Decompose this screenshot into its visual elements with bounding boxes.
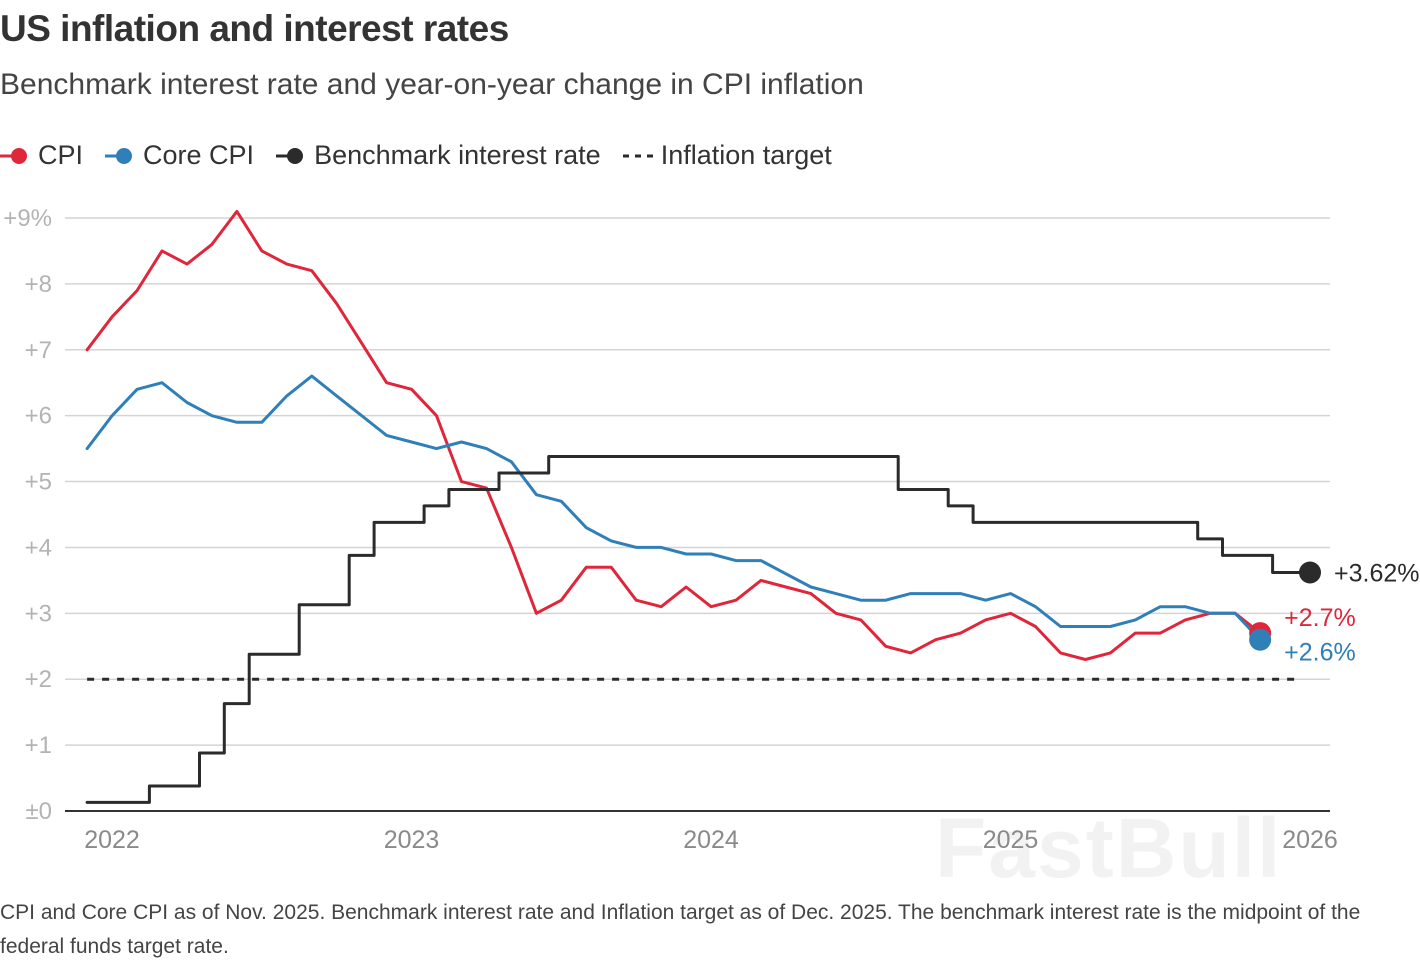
gridlines <box>65 217 1330 812</box>
legend-label-interest-rate: Benchmark interest rate <box>314 140 601 170</box>
x-tick-label: 2023 <box>384 826 440 854</box>
series-line-benchmark-interest-rate <box>85 455 1312 804</box>
endpoint-marker-core-cpi <box>1249 628 1272 651</box>
y-tick-label: +4 <box>25 534 52 561</box>
series-line-cpi <box>85 209 1262 661</box>
legend-item-cpi: CPI <box>0 140 83 171</box>
legend-label-inflation-target: Inflation target <box>660 140 832 170</box>
series-lines <box>85 209 1312 804</box>
legend-inflation-target-swatch-icon <box>622 154 653 157</box>
chart-subtitle: Benchmark interest rate and year-on-year… <box>0 68 864 101</box>
legend-label-cpi: CPI <box>38 140 84 170</box>
y-tick-label: +7 <box>25 337 52 364</box>
legend-cpi-swatch-icon <box>0 147 27 164</box>
legend-label-core-cpi: Core CPI <box>143 140 255 170</box>
y-tick-label: +6 <box>25 403 52 430</box>
y-axis-ticks: ±0 +1 +2 +3 +4 +5 +6 +7 +8 +9% <box>3 205 52 825</box>
y-tick-label: +8 <box>25 271 52 298</box>
y-tick-label: +5 <box>25 469 52 496</box>
y-tick-label: +3 <box>25 600 52 627</box>
legend-item-core-cpi: Core CPI <box>105 140 254 171</box>
endpoint-label-cpi: +2.7% <box>1284 604 1356 632</box>
x-tick-label: 2025 <box>983 826 1039 854</box>
x-tick-label: 2026 <box>1282 826 1338 854</box>
y-tick-label: +1 <box>25 732 52 759</box>
y-tick-label: +2 <box>25 666 52 693</box>
legend-interest-rate-swatch-icon <box>276 147 304 164</box>
endpoint-marker-benchmark-interest-rate <box>1299 561 1321 584</box>
x-tick-label: 2022 <box>84 826 140 854</box>
x-axis-ticks: 2022 2023 2024 2025 2026 <box>84 826 1338 854</box>
legend-core-cpi-swatch-icon <box>105 147 133 164</box>
legend-item-interest-rate: Benchmark interest rate <box>276 140 601 171</box>
endpoint-label-benchmark-interest-rate: +3.62% <box>1334 559 1420 587</box>
chart-title: US inflation and interest rates <box>0 8 509 49</box>
series-line-core-cpi <box>85 374 1262 642</box>
x-tick-label: 2024 <box>683 826 739 854</box>
legend-item-inflation-target: Inflation target <box>622 140 832 171</box>
chart-canvas: ±0+1+2+3+4+5+6+7+8+9% 2022 2023 2024 2025 20… <box>3 205 1420 854</box>
endpoint-label-core-cpi: +2.6% <box>1284 639 1356 667</box>
series-endpoints: +3.62% +2.7% +2.6% <box>1249 559 1420 667</box>
y-tick-label: +9% <box>3 205 52 232</box>
y-tick-label: ±0 <box>25 798 52 825</box>
legend: CPI Core CPI Benchmark interest rate Inf… <box>0 140 854 171</box>
watermark: FastBull <box>935 801 1283 895</box>
footnote: CPI and Core CPI as of Nov. 2025. Benchm… <box>0 901 1361 958</box>
